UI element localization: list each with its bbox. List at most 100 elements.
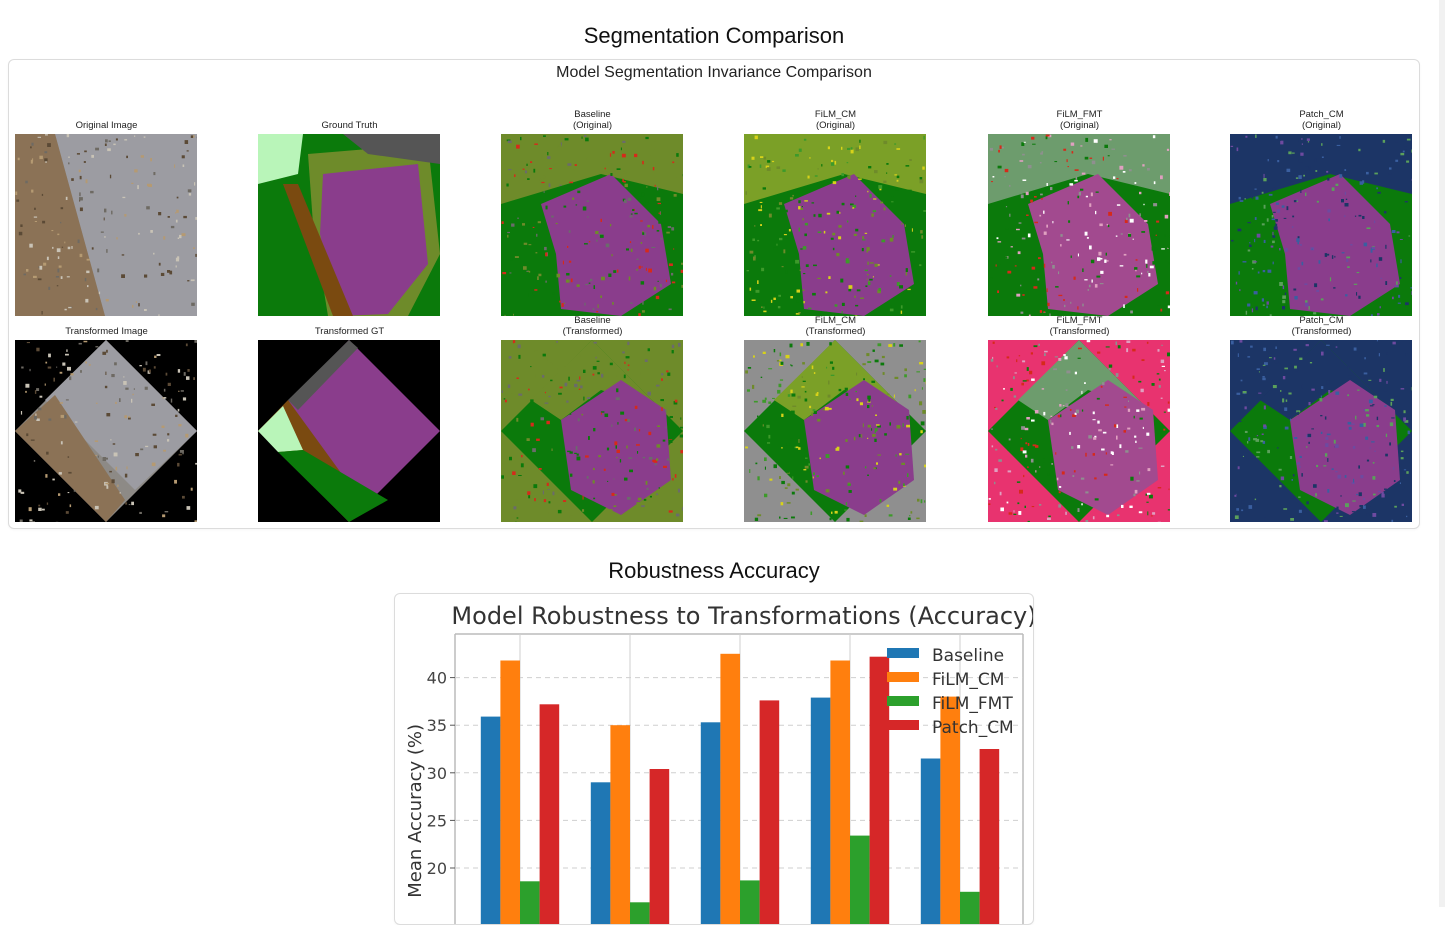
prediction-noise-dot xyxy=(1283,376,1285,379)
prediction-noise-dot xyxy=(998,459,1002,462)
prediction-noise-dot xyxy=(989,277,993,279)
prediction-noise-dot xyxy=(517,517,519,518)
prediction-noise-dot xyxy=(1071,446,1073,449)
prediction-noise-dot xyxy=(639,197,642,199)
photo-texture-dot xyxy=(135,453,139,456)
prediction-noise-dot xyxy=(1268,270,1272,273)
prediction-noise-dot xyxy=(1273,188,1276,190)
prediction-noise-dot xyxy=(997,264,1000,266)
prediction-noise-dot xyxy=(1106,253,1107,256)
prediction-noise-dot xyxy=(1316,290,1319,292)
prediction-noise-dot xyxy=(1111,451,1113,454)
prediction-noise-dot xyxy=(1110,464,1113,465)
prediction-noise-dot xyxy=(671,273,673,276)
prediction-noise-dot xyxy=(1247,441,1248,444)
prediction-noise-dot xyxy=(670,416,674,418)
prediction-noise-dot xyxy=(565,383,568,387)
prediction-noise-dot xyxy=(593,374,595,376)
prediction-noise-dot xyxy=(780,379,783,380)
prediction-noise-dot xyxy=(760,165,762,168)
prediction-noise-dot xyxy=(1096,192,1099,193)
prediction-noise-dot xyxy=(1146,433,1149,436)
prediction-noise-dot xyxy=(876,424,880,425)
prediction-noise-dot xyxy=(1233,353,1236,356)
prediction-noise-dot xyxy=(528,389,530,391)
photo-texture-dot xyxy=(95,455,97,456)
photo-texture-dot xyxy=(154,356,156,358)
prediction-noise-dot xyxy=(865,466,866,468)
photo-texture-dot xyxy=(179,454,182,456)
prediction-noise-dot xyxy=(1133,239,1134,240)
prediction-noise-dot xyxy=(1002,400,1004,402)
prediction-noise-dot xyxy=(1410,287,1412,288)
prediction-noise-dot xyxy=(1141,408,1145,411)
prediction-noise-dot xyxy=(1134,416,1135,419)
prediction-noise-dot xyxy=(747,270,749,271)
prediction-noise-dot xyxy=(749,166,752,168)
photo-texture-dot xyxy=(180,450,184,453)
prediction-noise-dot xyxy=(611,254,612,256)
prediction-noise-dot xyxy=(867,438,868,439)
photo-texture-dot xyxy=(56,367,57,368)
prediction-noise-dot xyxy=(1097,352,1100,354)
prediction-noise-dot xyxy=(513,506,516,509)
prediction-noise-dot xyxy=(588,436,590,440)
photo-texture-dot xyxy=(24,274,27,276)
photo-texture-dot xyxy=(154,366,156,368)
segmentation-panel: FiLM_FMT(Original) xyxy=(988,104,1171,316)
prediction-noise-dot xyxy=(803,449,805,451)
prediction-noise-dot xyxy=(629,277,631,281)
prediction-noise-dot xyxy=(1071,143,1075,146)
prediction-noise-dot xyxy=(1347,266,1350,268)
prediction-noise-dot xyxy=(508,141,512,144)
prediction-noise-dot xyxy=(1237,148,1239,152)
prediction-noise-dot xyxy=(1099,224,1102,227)
prediction-noise-dot xyxy=(1001,241,1004,243)
photo-texture-dot xyxy=(185,434,188,438)
prediction-noise-dot xyxy=(624,478,628,481)
photo-texture-dot xyxy=(39,266,42,270)
prediction-noise-dot xyxy=(846,518,849,522)
prediction-noise-dot xyxy=(559,185,561,186)
prediction-noise-dot xyxy=(556,341,558,343)
prediction-noise-dot xyxy=(522,223,525,226)
prediction-noise-dot xyxy=(920,177,923,180)
prediction-noise-dot xyxy=(1357,272,1360,273)
prediction-noise-dot xyxy=(798,206,801,209)
prediction-noise-dot xyxy=(528,294,529,297)
prediction-noise-dot xyxy=(540,439,543,442)
prediction-noise-dot xyxy=(616,397,620,400)
prediction-noise-dot xyxy=(1412,387,1413,390)
photo-texture-dot xyxy=(195,520,198,522)
photo-texture-dot xyxy=(32,521,35,522)
prediction-noise-dot xyxy=(1117,204,1120,206)
bar-film_cm xyxy=(610,725,630,924)
photo-texture-dot xyxy=(125,474,127,478)
prediction-noise-dot xyxy=(1037,278,1039,280)
prediction-noise-dot xyxy=(1044,351,1048,353)
prediction-noise-dot xyxy=(809,406,811,408)
prediction-noise-dot xyxy=(1026,192,1029,195)
prediction-noise-dot xyxy=(1336,184,1339,186)
prediction-noise-dot xyxy=(527,400,529,402)
prediction-noise-dot xyxy=(1362,216,1364,219)
prediction-noise-dot xyxy=(1252,268,1254,270)
photo-texture-dot xyxy=(177,197,179,199)
prediction-noise-dot xyxy=(898,481,900,484)
prediction-noise-dot xyxy=(1305,303,1309,307)
prediction-noise-dot xyxy=(1127,428,1130,430)
prediction-noise-dot xyxy=(784,518,788,519)
prediction-noise-dot xyxy=(583,397,584,401)
prediction-noise-dot xyxy=(671,227,674,230)
prediction-noise-dot xyxy=(1085,157,1089,160)
prediction-noise-dot xyxy=(657,444,661,447)
prediction-noise-dot xyxy=(1108,225,1110,227)
prediction-noise-dot xyxy=(1385,454,1388,457)
photo-texture-dot xyxy=(171,226,174,228)
prediction-noise-dot xyxy=(1231,341,1234,345)
photo-texture-dot xyxy=(86,179,88,183)
prediction-noise-dot xyxy=(1312,342,1315,344)
page-scrollbar[interactable] xyxy=(1439,0,1445,907)
prediction-noise-dot xyxy=(574,384,577,387)
prediction-noise-dot xyxy=(1245,136,1247,138)
